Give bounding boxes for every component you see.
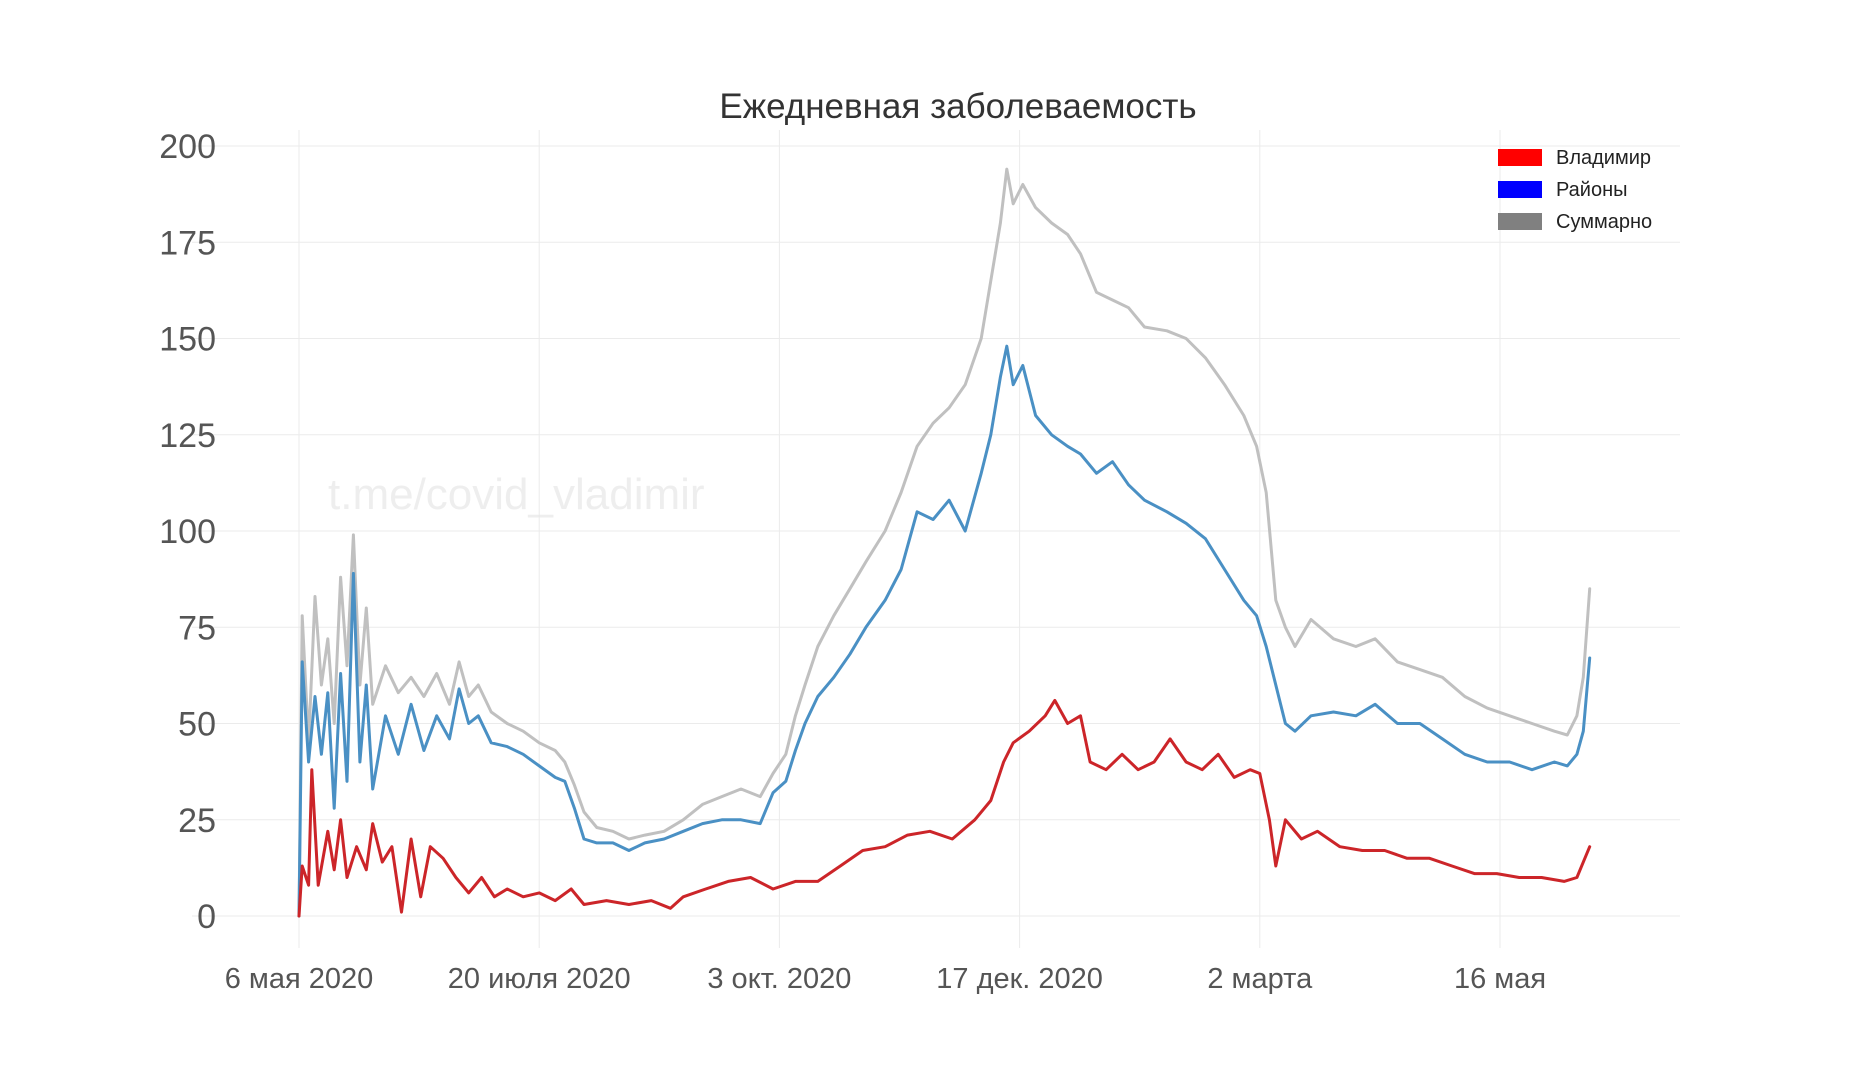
series-line-Владимир	[297, 698, 1592, 918]
y-tick-label: 100	[159, 513, 216, 551]
y-tick-label: 175	[159, 224, 216, 262]
series-lines	[297, 167, 1592, 918]
series-line-Районы	[297, 344, 1592, 918]
legend-swatch	[1498, 181, 1542, 198]
y-tick-label: 50	[178, 706, 216, 744]
legend-label: Владимир	[1556, 147, 1651, 169]
y-tick-label: 25	[178, 802, 216, 840]
legend-swatch	[1498, 149, 1542, 166]
series-line-Суммарно	[297, 167, 1592, 918]
y-tick-label: 0	[197, 898, 216, 936]
legend-label: Районы	[1556, 179, 1628, 201]
x-tick-label: 16 мая	[1454, 963, 1546, 995]
x-tick-label: 17 дек. 2020	[936, 963, 1103, 995]
chart-title: Ежедневная заболеваемость	[719, 87, 1196, 126]
legend-label: Суммарно	[1556, 211, 1652, 233]
x-tick-label: 2 марта	[1207, 963, 1313, 995]
x-tick-label: 3 окт. 2020	[707, 963, 851, 995]
x-tick-label: 6 мая 2020	[225, 963, 374, 995]
legend-swatch	[1498, 213, 1542, 230]
y-axis: 0 25 50 75 100 125 150 175 200	[159, 128, 216, 936]
x-axis: 6 мая 2020 20 июля 2020 3 окт. 2020 17 дек.…	[225, 963, 1546, 995]
y-tick-label: 200	[159, 128, 216, 166]
y-tick-label: 150	[159, 321, 216, 359]
watermark-text: t.me/covid_vladimir	[328, 470, 705, 519]
legend: Владимир Районы Суммарно	[1498, 147, 1652, 233]
x-tick-label: 20 июля 2020	[448, 963, 631, 995]
y-tick-label: 125	[159, 417, 216, 455]
y-tick-label: 75	[178, 609, 216, 647]
